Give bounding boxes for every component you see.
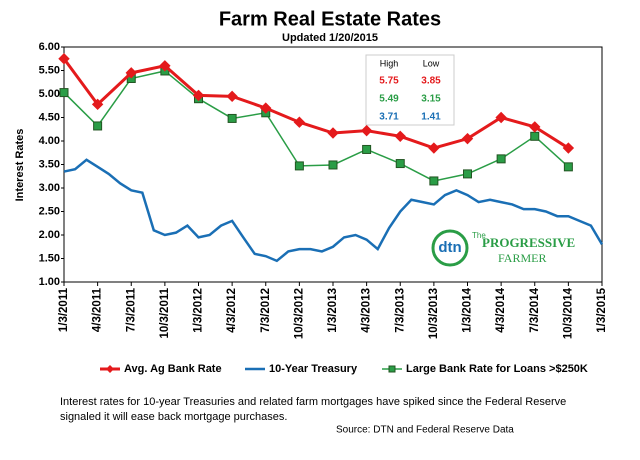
legend-item: Large Bank Rate for Loans >$250K (382, 363, 588, 375)
point (327, 127, 339, 139)
point (394, 130, 406, 143)
point (227, 113, 237, 123)
point (260, 102, 272, 114)
chart-title: Farm Real Estate Rates (219, 8, 441, 30)
point (563, 162, 573, 172)
point (125, 67, 137, 79)
x-tick-label: 7/3/2012 (260, 288, 272, 333)
source: Source: DTN and Federal Reserve Data (336, 425, 514, 436)
summary-header: High (380, 58, 399, 68)
point (530, 131, 540, 141)
point (59, 88, 69, 98)
point (192, 89, 205, 102)
summary-value: 1.41 (421, 112, 441, 123)
legend-item: Avg. Ag Bank Rate (100, 363, 222, 375)
y-tick-label: 2.50 (39, 205, 60, 217)
x-tick-label: 1/3/2015 (596, 287, 608, 332)
y-tick-label: 4.50 (39, 111, 60, 123)
x-tick-label: 10/3/2011 (159, 287, 171, 338)
point (328, 160, 338, 170)
y-tick-label: 2.00 (39, 229, 60, 241)
point (463, 169, 472, 179)
y-tick-label: 4.00 (39, 135, 60, 147)
y-tick-label: 6.00 (39, 41, 60, 53)
logo-text: The (472, 231, 486, 240)
legend-label: 10-Year Treasury (269, 363, 358, 375)
x-tick-label: 10/3/2014 (562, 287, 574, 339)
note: Interest rates for 10-year Treasuries an… (60, 396, 566, 408)
legend-marker (388, 365, 396, 373)
point (293, 116, 306, 128)
logo-text: PROGRESSIVE (482, 235, 575, 250)
legend-label: Large Bank Rate for Loans >$250K (406, 363, 588, 375)
series-line (62, 57, 570, 150)
y-tick-label: 5.00 (39, 88, 60, 100)
note: signaled it will ease back mortgage purc… (60, 411, 287, 423)
series-line (63, 158, 604, 263)
y-tick-label: 3.50 (39, 158, 60, 170)
point (159, 60, 171, 72)
summary-value: 3.71 (379, 112, 399, 123)
logo: dtn The PROGRESSIVE FARMER (431, 229, 575, 267)
x-tick-label: 7/3/2011 (125, 287, 137, 332)
summary-box (365, 54, 455, 126)
series-line (63, 70, 569, 182)
x-tick-label: 1/3/2013 (327, 288, 339, 333)
point (529, 121, 541, 133)
chart-subtitle: Updated 1/20/2015 (282, 32, 378, 44)
summary-header: Low (423, 58, 440, 68)
legend-item: 10-Year Treasury (245, 363, 358, 375)
point (360, 124, 373, 137)
x-tick-label: 10/3/2012 (293, 288, 305, 339)
point (91, 98, 104, 111)
x-tick-label: 4/3/2011 (92, 287, 104, 332)
point (461, 132, 474, 145)
logo-text: FARMER (498, 251, 546, 265)
x-tick-label: 4/3/2012 (226, 288, 238, 333)
legend-marker (106, 365, 114, 373)
point (58, 53, 70, 65)
x-tick-label: 4/3/2014 (495, 287, 507, 332)
point (93, 121, 103, 131)
point (562, 142, 575, 154)
legend-label: Avg. Ag Bank Rate (124, 363, 222, 375)
logo-ring (431, 229, 469, 267)
summary-value: 3.15 (421, 94, 441, 105)
summary-value: 5.75 (379, 76, 399, 87)
x-tick-label: 4/3/2013 (361, 288, 373, 333)
x-tick-label: 7/3/2013 (394, 288, 406, 333)
point (495, 111, 507, 124)
y-tick-label: 5.50 (39, 64, 60, 76)
summary-value: 5.49 (379, 94, 399, 105)
point (395, 159, 405, 169)
y-tick-label: 1.00 (39, 276, 60, 288)
y-tick-label: 1.50 (39, 252, 60, 264)
x-tick-label: 1/3/2011 (58, 287, 70, 332)
y-axis-label: Interest Rates (14, 129, 26, 202)
x-tick-label: 1/3/2012 (193, 288, 205, 333)
point (362, 144, 372, 154)
point (429, 176, 439, 186)
point (226, 90, 238, 103)
point (428, 142, 440, 154)
logo-text: dtn (438, 239, 461, 256)
summary-value: 3.85 (421, 76, 441, 87)
y-tick-label: 3.00 (39, 182, 60, 194)
point (496, 154, 506, 164)
x-tick-label: 10/3/2013 (428, 288, 440, 339)
x-tick-label: 7/3/2014 (529, 287, 541, 332)
point (294, 161, 304, 171)
x-tick-label: 1/3/2014 (462, 287, 474, 332)
